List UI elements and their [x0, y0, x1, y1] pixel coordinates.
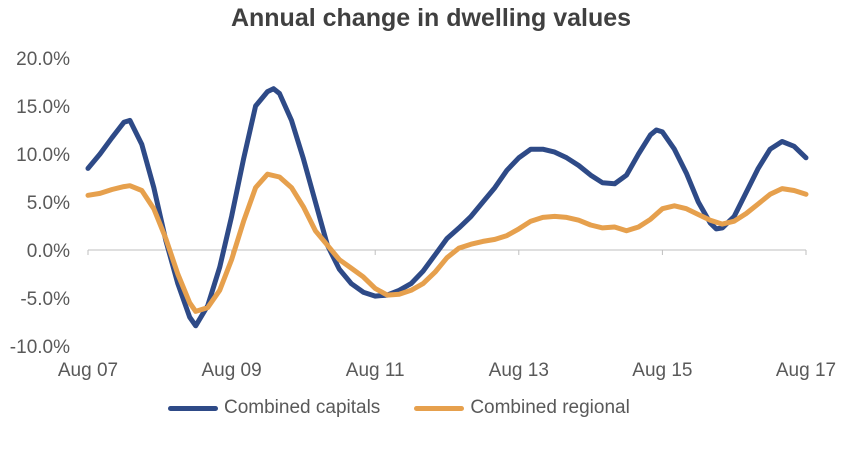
legend-item-capitals: Combined capitals	[168, 397, 380, 419]
chart-title: Annual change in dwelling values	[230, 4, 632, 32]
x-tick-label: Aug 09	[201, 360, 261, 381]
legend-label-capitals: Combined capitals	[224, 397, 381, 418]
series-line-capitals	[85, 86, 809, 329]
y-tick-label: 15.0%	[16, 97, 70, 118]
legend: Combined capitals Combined regional	[168, 397, 664, 419]
legend-swatch-capitals	[168, 405, 218, 411]
y-tick-label: 0.0%	[27, 241, 70, 262]
x-tick-label: Aug 13	[489, 360, 549, 381]
legend-label-regional: Combined regional	[470, 397, 630, 418]
legend-item-regional: Combined regional	[414, 397, 630, 419]
series-line-regional	[85, 171, 809, 314]
x-tick-label: Aug 07	[58, 360, 118, 381]
x-tick-label: Aug 17	[776, 360, 836, 381]
y-tick-label: -5.0%	[20, 289, 70, 310]
y-tick-label: 10.0%	[16, 145, 70, 166]
y-tick-label: -10.0%	[10, 337, 70, 358]
y-tick-label: 20.0%	[16, 49, 70, 70]
y-tick-label: 5.0%	[27, 193, 70, 214]
x-tick-label: Aug 11	[346, 360, 405, 381]
x-tick-label: Aug 15	[632, 360, 692, 381]
legend-swatch-regional	[414, 405, 465, 411]
